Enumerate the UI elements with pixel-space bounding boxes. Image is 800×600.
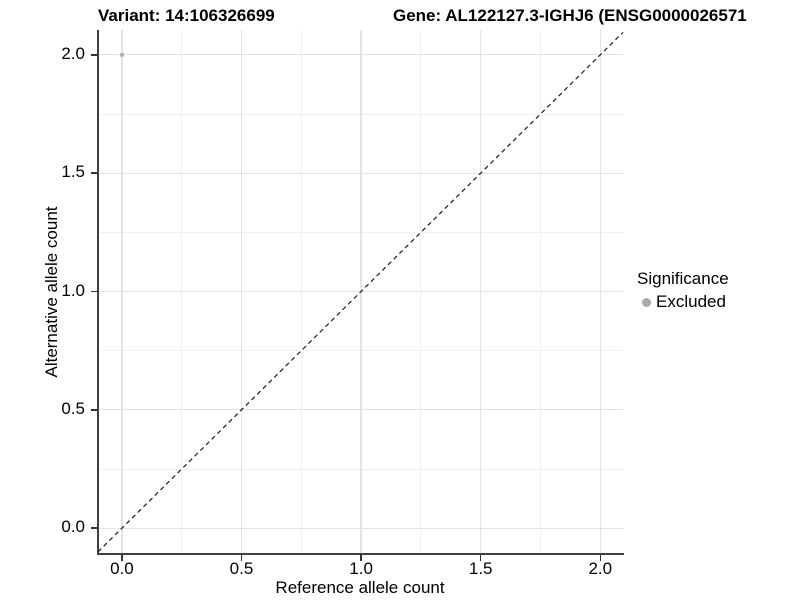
major-gridline-horizontal [98,172,623,174]
x-axis-line [97,553,624,555]
y-tick-label: 0.5 [61,398,85,418]
x-tick-label: 2.0 [588,559,613,578]
y-tick-label: 0.0 [61,517,85,537]
y-axis-line [97,30,99,555]
legend-key-dot-icon [642,297,651,307]
y-tick-mark [91,290,97,293]
major-gridline-horizontal [98,527,623,529]
x-tick-label: 1.0 [349,559,373,578]
x-tick-mark [360,555,362,561]
legend-title: Significance [637,269,729,288]
x-tick-label: 0.5 [229,559,254,578]
gene-title: Gene: AL122127.3-IGHJ6 (ENSG0000026571 [393,6,747,25]
y-tick-mark [91,409,97,411]
legend: Significance Excluded [637,269,729,312]
x-tick-label: 1.5 [468,559,493,578]
x-tick-label: 0.0 [110,559,134,578]
y-axis-title: Alternative allele count [42,206,61,378]
legend-items: Excluded [637,292,729,312]
y-tick-label: 1.5 [61,162,85,182]
x-tick-mark [121,555,123,561]
x-axis-title: Reference allele count [275,578,445,597]
y-tick-mark [91,54,97,56]
variant-title: Variant: 14:106326699 [98,6,275,25]
y-tick-mark [91,172,97,174]
x-tick-mark [479,555,482,561]
major-gridline-horizontal [98,290,623,293]
y-tick-label: 1.0 [61,280,85,300]
major-gridline-horizontal [98,409,623,411]
major-gridline-horizontal [98,54,623,56]
legend-item: Excluded [637,292,729,312]
x-tick-mark [599,555,602,561]
x-tick-mark [240,555,243,561]
legend-item-label: Excluded [656,292,726,311]
y-tick-label: 2.0 [61,43,85,63]
y-tick-mark [91,527,97,529]
